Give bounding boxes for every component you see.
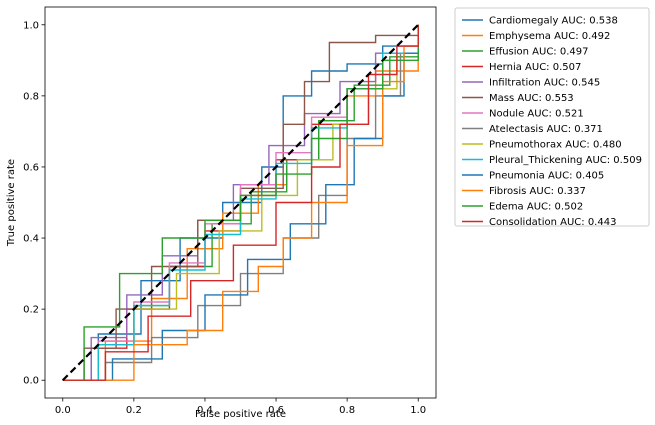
legend-label: Consolidation AUC: 0.443 <box>489 217 616 228</box>
legend-label: Emphysema AUC: 0.492 <box>489 31 610 42</box>
diagonal-reference-line <box>61 23 420 382</box>
x-axis-ticks: 0.0 0.2 0.4 0.6 0.8 1.0 <box>55 398 426 416</box>
legend-frame <box>454 7 650 227</box>
y-tick-label: 0.6 <box>23 162 39 173</box>
legend-label: Hernia AUC: 0.507 <box>489 62 581 73</box>
legend-label: Nodule AUC: 0.521 <box>489 109 584 120</box>
x-axis-label: False positive rate <box>195 409 286 420</box>
plot-frame <box>44 6 437 399</box>
legend: Cardiomegaly AUC: 0.538 Emphysema AUC: 0.… <box>454 7 650 228</box>
x-tick-label: 0.2 <box>126 405 142 416</box>
legend-label: Cardiomegaly AUC: 0.538 <box>489 16 618 27</box>
legend-label: Edema AUC: 0.502 <box>489 202 583 213</box>
roc-curve-12 <box>62 24 419 381</box>
y-tick-label: 0.2 <box>23 305 39 316</box>
y-tick-label: 0.0 <box>23 376 39 387</box>
legend-label: Atelectasis AUC: 0.371 <box>489 124 603 135</box>
legend-label: Pneumothorax AUC: 0.480 <box>489 140 622 151</box>
y-axis-ticks: 0.0 0.2 0.4 0.6 0.8 1.0 <box>23 20 45 387</box>
x-tick-label: 0.4 <box>197 405 213 416</box>
x-tick-label: 0.8 <box>339 405 355 416</box>
legend-label: Mass AUC: 0.553 <box>489 93 574 104</box>
legend-label: Fibrosis AUC: 0.337 <box>489 186 586 197</box>
roc-curve-1 <box>62 24 419 381</box>
diagonal-layer <box>61 23 420 382</box>
y-tick-label: 1.0 <box>23 20 39 31</box>
roc-curve-14 <box>62 24 419 381</box>
roc-curve-13 <box>62 24 419 381</box>
x-tick-label: 0.6 <box>268 405 284 416</box>
legend-label: Effusion AUC: 0.497 <box>489 47 589 58</box>
y-tick-label: 0.8 <box>23 91 39 102</box>
y-axis-label: True positive rate <box>6 159 17 247</box>
legend-label: Pneumonia AUC: 0.405 <box>489 171 604 182</box>
legend-label: Pleural_Thickening AUC: 0.509 <box>489 155 642 166</box>
roc-curve-5 <box>62 24 419 381</box>
legend-label: Infiltration AUC: 0.545 <box>489 78 600 89</box>
x-tick-label: 1.0 <box>410 405 426 416</box>
y-tick-label: 0.4 <box>23 234 39 245</box>
x-tick-label: 0.0 <box>55 405 71 416</box>
roc-curve-11 <box>62 24 419 381</box>
